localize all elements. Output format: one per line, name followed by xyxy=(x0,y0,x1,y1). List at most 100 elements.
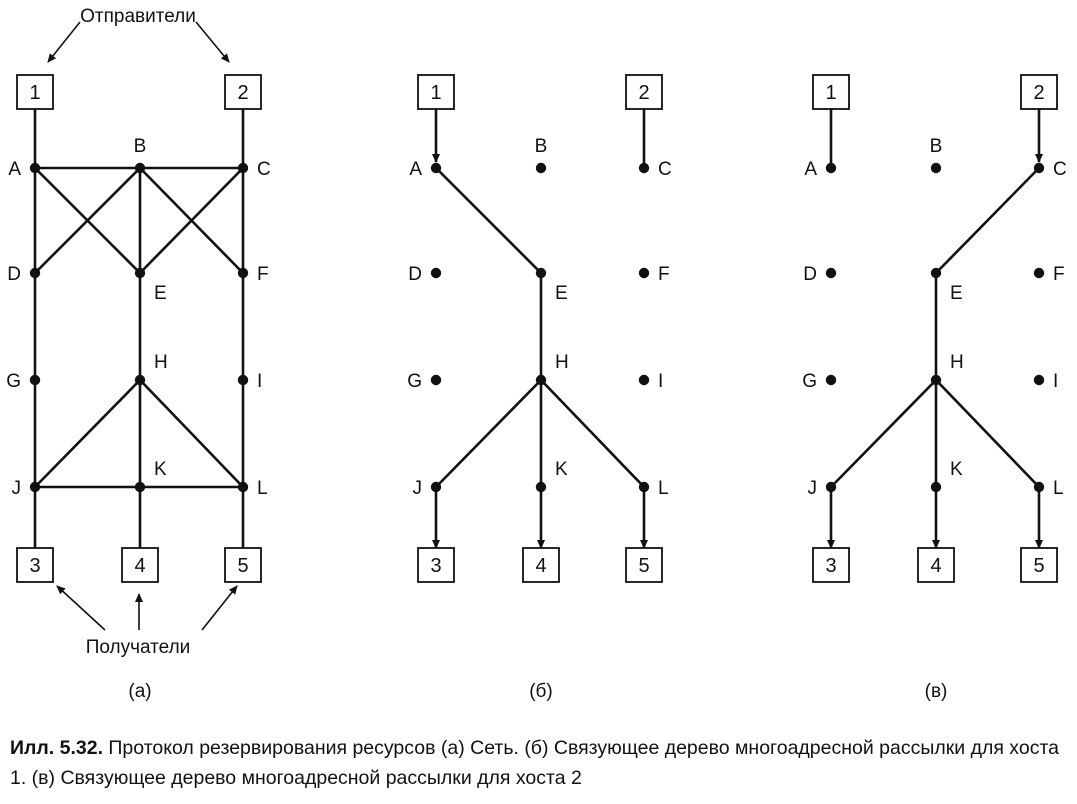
node-K xyxy=(535,481,547,493)
host-label-1: 1 xyxy=(29,82,40,104)
node-G xyxy=(29,374,41,386)
node-C xyxy=(1033,162,1045,174)
node-label-C: C xyxy=(257,159,271,180)
annotations: Отправители Получатели xyxy=(47,6,238,658)
node-label-G: G xyxy=(407,371,422,392)
host-label-1: 1 xyxy=(430,82,441,104)
host-5 xyxy=(1020,547,1058,583)
node-label-D: D xyxy=(408,264,422,285)
node-label-L: L xyxy=(658,478,669,499)
node-label-E: E xyxy=(555,283,568,304)
node-D xyxy=(430,267,442,279)
host-label-4: 4 xyxy=(535,555,546,577)
caption-prefix: Илл. 5.32. xyxy=(10,737,103,759)
node-L xyxy=(237,481,249,493)
node-label-C: C xyxy=(658,159,672,180)
node-label-H: H xyxy=(950,352,964,373)
node-label-K: K xyxy=(950,459,963,480)
host-1 xyxy=(812,74,850,110)
node-label-L: L xyxy=(1053,478,1064,499)
node-label-K: K xyxy=(154,459,167,480)
node-F xyxy=(1033,267,1045,279)
node-C xyxy=(638,162,650,174)
node-G xyxy=(825,374,837,386)
node-D xyxy=(825,267,837,279)
subcaption-b: (б) xyxy=(529,681,553,702)
node-D xyxy=(29,267,41,279)
host-5 xyxy=(224,547,262,583)
node-B xyxy=(535,162,547,174)
panels: A B C D E F G H I J K L 1 2 3 4 5 (а) A B C D E F G H I J K L 1 2 3 4 5 (б)… xyxy=(6,74,1067,702)
edge-H-J xyxy=(435,379,542,488)
node-label-E: E xyxy=(154,283,167,304)
edge-C-E xyxy=(139,167,244,274)
node-B xyxy=(134,162,146,174)
host-label-4: 4 xyxy=(134,555,145,577)
senders-arrow-left xyxy=(47,21,81,63)
node-label-H: H xyxy=(555,352,569,373)
node-I xyxy=(1033,374,1045,386)
host-label-3: 3 xyxy=(29,555,40,577)
node-J xyxy=(430,481,442,493)
node-label-F: F xyxy=(658,264,670,285)
host-5 xyxy=(625,547,663,583)
node-I xyxy=(638,374,650,386)
host-3 xyxy=(417,547,455,583)
edge-C-E xyxy=(935,167,1040,274)
node-C xyxy=(237,162,249,174)
subcaption-c: (в) xyxy=(925,681,948,702)
panel-b: A B C D E F G H I J K L 1 2 3 4 5 (б) xyxy=(407,74,672,702)
host-label-5: 5 xyxy=(237,555,248,577)
node-A xyxy=(825,162,837,174)
rsvp-diagram: A B C D E F G H I J K L 1 2 3 4 5 (а) A B C D E F G H I J K L 1 2 3 4 5 (б)… xyxy=(6,6,1067,702)
node-E xyxy=(134,267,146,279)
host-3 xyxy=(16,547,54,583)
node-label-B: B xyxy=(930,136,943,157)
senders-label: Отправители xyxy=(80,6,196,27)
node-label-I: I xyxy=(1053,371,1058,392)
node-label-D: D xyxy=(7,264,21,285)
receivers-arrow-left xyxy=(56,585,106,631)
subcaption-a: (а) xyxy=(128,681,151,702)
node-E xyxy=(535,267,547,279)
node-label-B: B xyxy=(535,136,548,157)
edge-H-L xyxy=(935,379,1040,488)
caption-text: Протокол резервирования ресурсов (а) Сет… xyxy=(10,737,1059,789)
node-label-G: G xyxy=(6,371,21,392)
host-4 xyxy=(522,547,560,583)
node-H xyxy=(930,374,942,386)
edge-B-D xyxy=(34,167,141,274)
host-label-5: 5 xyxy=(638,555,649,577)
figure-caption: Илл. 5.32. Протокол резервирования ресур… xyxy=(10,733,1060,793)
node-label-A: A xyxy=(8,159,21,180)
node-label-A: A xyxy=(409,159,422,180)
node-label-J: J xyxy=(12,478,22,499)
edge-H-L xyxy=(540,379,645,488)
node-B xyxy=(930,162,942,174)
node-E xyxy=(930,267,942,279)
host-label-2: 2 xyxy=(237,82,248,104)
panel-c: A B C D E F G H I J K L 1 2 3 4 5 (в) xyxy=(802,74,1067,702)
host-2 xyxy=(1020,74,1058,110)
node-I xyxy=(237,374,249,386)
node-H xyxy=(134,374,146,386)
panel-a: A B C D E F G H I J K L 1 2 3 4 5 (а) xyxy=(6,74,271,702)
node-A xyxy=(430,162,442,174)
host-label-1: 1 xyxy=(825,82,836,104)
node-label-A: A xyxy=(804,159,817,180)
node-L xyxy=(1033,481,1045,493)
node-label-B: B xyxy=(134,136,147,157)
node-L xyxy=(638,481,650,493)
host-label-3: 3 xyxy=(430,555,441,577)
node-F xyxy=(638,267,650,279)
node-A xyxy=(29,162,41,174)
node-label-J: J xyxy=(808,478,818,499)
host-label-5: 5 xyxy=(1033,555,1044,577)
node-label-I: I xyxy=(658,371,663,392)
host-4 xyxy=(121,547,159,583)
host-1 xyxy=(417,74,455,110)
node-label-C: C xyxy=(1053,159,1067,180)
edge-H-J xyxy=(830,379,937,488)
edge-H-L xyxy=(139,379,244,488)
